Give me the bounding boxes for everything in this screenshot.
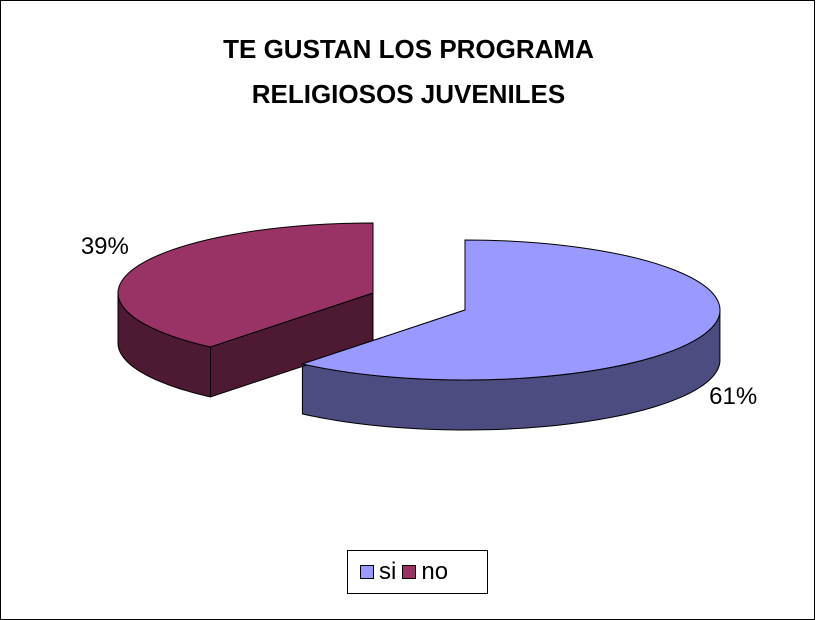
chart-title-line-1: TE GUSTAN LOS PROGRAMA: [223, 34, 594, 64]
legend-item-no: no: [402, 558, 448, 586]
pie-label-si: 61%: [709, 383, 757, 410]
legend-swatch-si: [360, 565, 374, 579]
legend-swatch-no: [402, 565, 417, 579]
chart-legend: si no: [347, 550, 488, 594]
pie-chart: 61% 39%: [81, 222, 757, 431]
chart-title-line-2: RELIGIOSOS JUVENILES: [251, 79, 566, 109]
legend-label-no: no: [421, 558, 449, 585]
pie-label-no: 39%: [81, 233, 129, 260]
legend-item-si: si: [360, 558, 396, 586]
pie-slice-si: [300, 239, 721, 381]
legend-label-si: si: [379, 558, 397, 585]
pie-slice-no: [117, 222, 374, 348]
